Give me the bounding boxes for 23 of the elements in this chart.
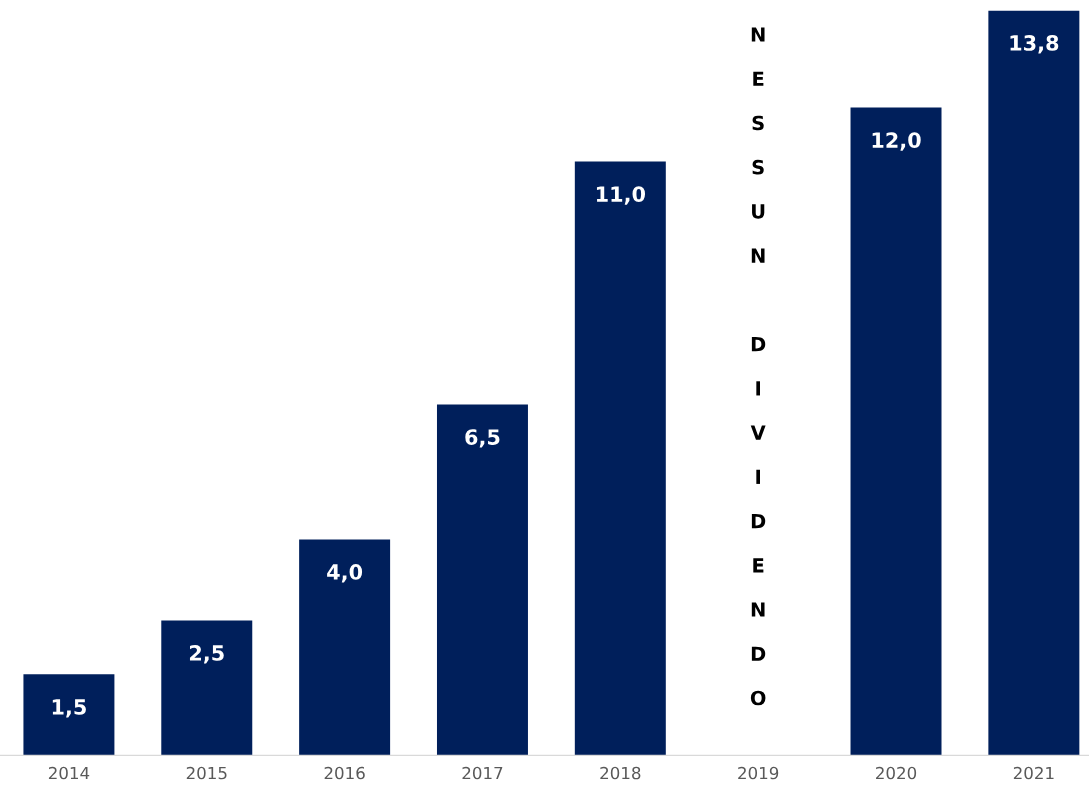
data-label: 12,0 — [872, 132, 921, 151]
data-label: 13,8 — [1010, 35, 1059, 54]
text: NESSUN DIVIDENDO — [750, 27, 766, 706]
x-tick-label: 2015 — [186, 766, 227, 780]
x-tick-label: 2014 — [48, 766, 90, 780]
bar — [436, 404, 528, 756]
bar — [988, 10, 1080, 756]
bar — [161, 620, 253, 756]
bar — [574, 161, 666, 756]
data-label: 2,5 — [189, 645, 224, 664]
x-tick-label: 2021 — [1013, 766, 1054, 780]
data-label: 6,5 — [465, 429, 500, 448]
data-label: 11,0 — [596, 186, 646, 205]
bar — [299, 539, 391, 756]
x-tick-label: 2018 — [600, 766, 641, 780]
x-tick-label: 2016 — [324, 766, 365, 780]
x-tick-label: 2017 — [462, 766, 503, 780]
x-tick-label: 2019 — [738, 766, 779, 780]
data-label: 1,5 — [52, 699, 86, 718]
bar — [23, 674, 115, 756]
bar — [850, 107, 942, 756]
data-label: 4,0 — [327, 564, 363, 583]
x-tick-label: 2020 — [876, 766, 917, 780]
